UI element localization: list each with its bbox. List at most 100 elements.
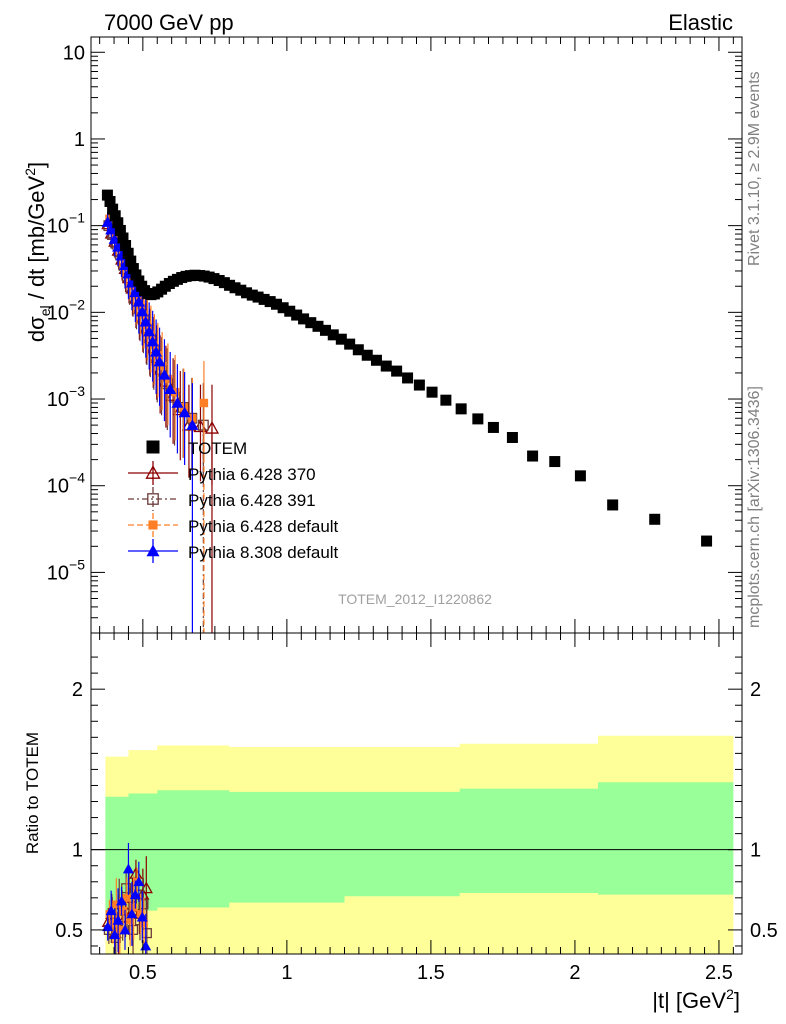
ratio-y-tick-label-right: 2 — [750, 679, 761, 701]
data-point — [105, 214, 114, 223]
data-point — [413, 379, 425, 391]
legend-label: Pythia 6.428 default — [188, 517, 339, 536]
data-point — [112, 217, 124, 229]
x-tick-label: 1.5 — [417, 962, 445, 984]
data-point — [352, 344, 364, 356]
legend-label: Pythia 6.428 370 — [188, 465, 316, 484]
data-point — [258, 293, 270, 305]
legend-label: TOTEM — [188, 439, 247, 458]
data-point — [549, 456, 561, 468]
data-point — [252, 291, 264, 303]
data-point — [178, 406, 191, 418]
data-point — [312, 320, 324, 332]
x-tick-label: 2.5 — [705, 962, 733, 984]
data-point — [119, 906, 128, 915]
data-point — [370, 354, 382, 366]
x-axis-label: |t| [GeV2] — [652, 986, 740, 1013]
data-point — [125, 255, 137, 267]
data-point — [122, 863, 134, 874]
data-point — [271, 298, 283, 310]
data-point — [298, 313, 310, 325]
data-point — [136, 911, 148, 922]
ratio-y-tick-label: 2 — [72, 679, 83, 701]
data-point — [104, 195, 116, 207]
data-point — [199, 398, 209, 408]
header-right: Elastic — [668, 10, 733, 35]
data-point — [440, 394, 452, 406]
legend: TOTEM Pythia 6.428 370 Pythia 6.428 391 Pyt… — [128, 439, 339, 563]
data-point — [119, 924, 131, 935]
data-point — [126, 916, 135, 925]
data-point — [101, 189, 113, 201]
data-point — [506, 431, 518, 443]
x-tick-label: 2 — [569, 962, 580, 984]
main-panel: 10 1 10−1 10−2 10−3 10−4 10−5 dσel / dt [mb/Ge… — [22, 36, 743, 634]
data-point — [186, 419, 199, 430]
main-series — [101, 189, 713, 633]
data-point — [105, 905, 117, 916]
inner-uncertainty-band — [105, 777, 734, 914]
legend-marker — [147, 493, 159, 505]
x-tick-label: 0.5 — [129, 962, 157, 984]
y-tick-label: 10−5 — [47, 556, 85, 584]
main-y-axis-label: dσel / dt [mb/GeV2] — [22, 162, 53, 342]
ratio-panel: 0.5 0.5 1 1 2 2 0.5 1 1.5 2 2.5 Ratio to TOTEM |t|… — [23, 632, 778, 1013]
header-left: 7000 GeV pp — [104, 10, 234, 35]
data-point — [327, 329, 339, 341]
data-point — [380, 360, 392, 372]
data-point — [109, 919, 117, 928]
ratio-bands — [105, 726, 734, 954]
analysis-label: TOTEM_2012_I1220862 — [338, 591, 492, 607]
data-point — [102, 921, 114, 932]
ratio-series — [101, 842, 153, 954]
data-point — [335, 333, 347, 345]
data-point — [114, 224, 126, 236]
data-point — [277, 302, 289, 314]
data-point — [129, 903, 138, 912]
data-point — [264, 296, 276, 308]
data-point — [133, 876, 145, 887]
legend-label: Pythia 8.308 default — [188, 543, 339, 562]
data-point — [115, 926, 124, 934]
data-point — [109, 210, 121, 222]
x-tick-label: 1 — [281, 962, 292, 984]
data-point — [140, 919, 148, 928]
data-point — [607, 499, 619, 511]
main-y-ticks: 10 1 10−1 10−2 10−3 10−4 10−5 — [47, 42, 742, 634]
data-point — [164, 383, 177, 394]
data-point — [235, 284, 247, 296]
y-tick-label: 10 — [63, 42, 85, 64]
data-point — [361, 349, 373, 361]
data-point — [291, 309, 303, 321]
data-point — [455, 403, 467, 415]
data-point — [116, 895, 128, 906]
data-point — [153, 355, 166, 367]
legend-marker — [148, 520, 158, 530]
data-point — [122, 247, 134, 259]
data-point — [241, 287, 253, 299]
ratio-ticks: 0.5 0.5 1 1 2 2 0.5 1 1.5 2 2.5 — [55, 633, 778, 984]
data-point — [117, 232, 129, 244]
data-point — [649, 513, 661, 525]
legend-label: Pythia 6.428 391 — [188, 491, 316, 510]
data-point — [112, 914, 124, 925]
data-point — [402, 372, 414, 384]
y-tick-label: 10−3 — [47, 383, 85, 411]
y-tick-label: 10−4 — [47, 470, 85, 498]
data-point — [129, 889, 141, 900]
data-point — [229, 282, 241, 294]
data-point — [305, 317, 317, 329]
legend-marker — [146, 440, 160, 454]
data-point — [109, 929, 121, 940]
rivet-version-note: Rivet 3.1.10, ≥ 2.9M events — [746, 71, 763, 266]
data-point — [179, 403, 188, 412]
data-point — [107, 203, 119, 215]
main-minor-ticks — [99, 37, 734, 633]
data-point — [344, 338, 356, 350]
mcplots-reference-note: mcplots.cern.ch [arXiv:1306.3436] — [746, 386, 763, 628]
data-point — [112, 900, 121, 909]
data-point — [284, 305, 296, 317]
data-point — [171, 396, 184, 408]
data-point — [472, 413, 484, 425]
